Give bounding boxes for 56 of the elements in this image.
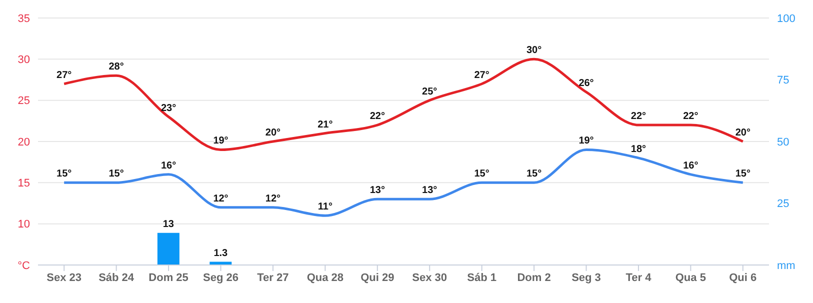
data-label: 28° bbox=[108, 62, 124, 73]
x-tick-label: Dom 25 bbox=[148, 272, 188, 284]
y-tick-label: 15 bbox=[18, 178, 30, 190]
y2-tick-label: 100 bbox=[777, 12, 796, 25]
data-label: 13° bbox=[370, 185, 385, 196]
x-tick-label: Qua 28 bbox=[306, 272, 344, 284]
data-label: 13° bbox=[422, 185, 438, 196]
data-label: 19° bbox=[213, 136, 228, 147]
data-label: 19° bbox=[578, 136, 594, 147]
x-tick-label: Dom 2 bbox=[517, 272, 551, 284]
x-tick-label: Sex 30 bbox=[412, 272, 448, 284]
y-tick-label: 20 bbox=[18, 136, 30, 148]
x-tick-label: Ter 27 bbox=[257, 272, 289, 284]
y2-tick-label: 50 bbox=[777, 136, 790, 148]
x-tick-label: Sáb 24 bbox=[98, 272, 135, 284]
x-tick-label: Qui 6 bbox=[729, 272, 757, 284]
y-tick-label: 25 bbox=[18, 95, 30, 108]
data-label: 23° bbox=[160, 102, 176, 114]
data-label: 15° bbox=[474, 168, 490, 180]
x-tick-label: Seg 26 bbox=[203, 272, 238, 284]
x-tick-label: Sex 23 bbox=[46, 272, 82, 284]
y2-tick-label: mm bbox=[777, 260, 796, 272]
data-label: 16° bbox=[683, 160, 698, 172]
data-label: 27° bbox=[474, 70, 490, 81]
data-label: 16° bbox=[160, 160, 176, 172]
data-label: 18° bbox=[630, 144, 646, 155]
data-label: 22° bbox=[683, 111, 698, 122]
y2-tick-label: 75 bbox=[777, 74, 790, 87]
y-tick-label: 30 bbox=[18, 54, 30, 66]
data-label: 15° bbox=[108, 168, 124, 180]
data-label: 22° bbox=[370, 111, 385, 122]
x-tick-label: Sáb 1 bbox=[467, 272, 496, 284]
x-tick-label: Qua 5 bbox=[675, 272, 706, 284]
x-tick-label: Qui 29 bbox=[360, 272, 394, 284]
data-label: 11° bbox=[318, 202, 332, 213]
y2-tick-label: 25 bbox=[777, 198, 790, 210]
data-label: 21° bbox=[318, 119, 333, 130]
data-label: 13 bbox=[162, 218, 174, 230]
y-tick-label: °C bbox=[18, 260, 30, 272]
data-label: 12° bbox=[265, 193, 281, 204]
x-tick-label: Seg 3 bbox=[572, 272, 601, 284]
data-label: 22° bbox=[630, 111, 646, 122]
data-label: 27° bbox=[56, 70, 72, 81]
data-label: 20° bbox=[735, 128, 750, 138]
data-label: 1.3 bbox=[214, 248, 228, 259]
data-label: 15° bbox=[56, 168, 72, 180]
x-tick-label: Ter 4 bbox=[626, 272, 652, 284]
data-label: 15° bbox=[735, 168, 750, 180]
y-tick-label: 35 bbox=[18, 12, 30, 25]
data-label: 30° bbox=[526, 45, 542, 56]
data-label: 20° bbox=[265, 128, 281, 138]
y-tick-label: 10 bbox=[18, 218, 30, 231]
data-label: 26° bbox=[578, 78, 594, 90]
data-label: 15° bbox=[526, 168, 542, 180]
data-label: 25° bbox=[422, 86, 438, 98]
data-label: 12° bbox=[213, 193, 228, 204]
